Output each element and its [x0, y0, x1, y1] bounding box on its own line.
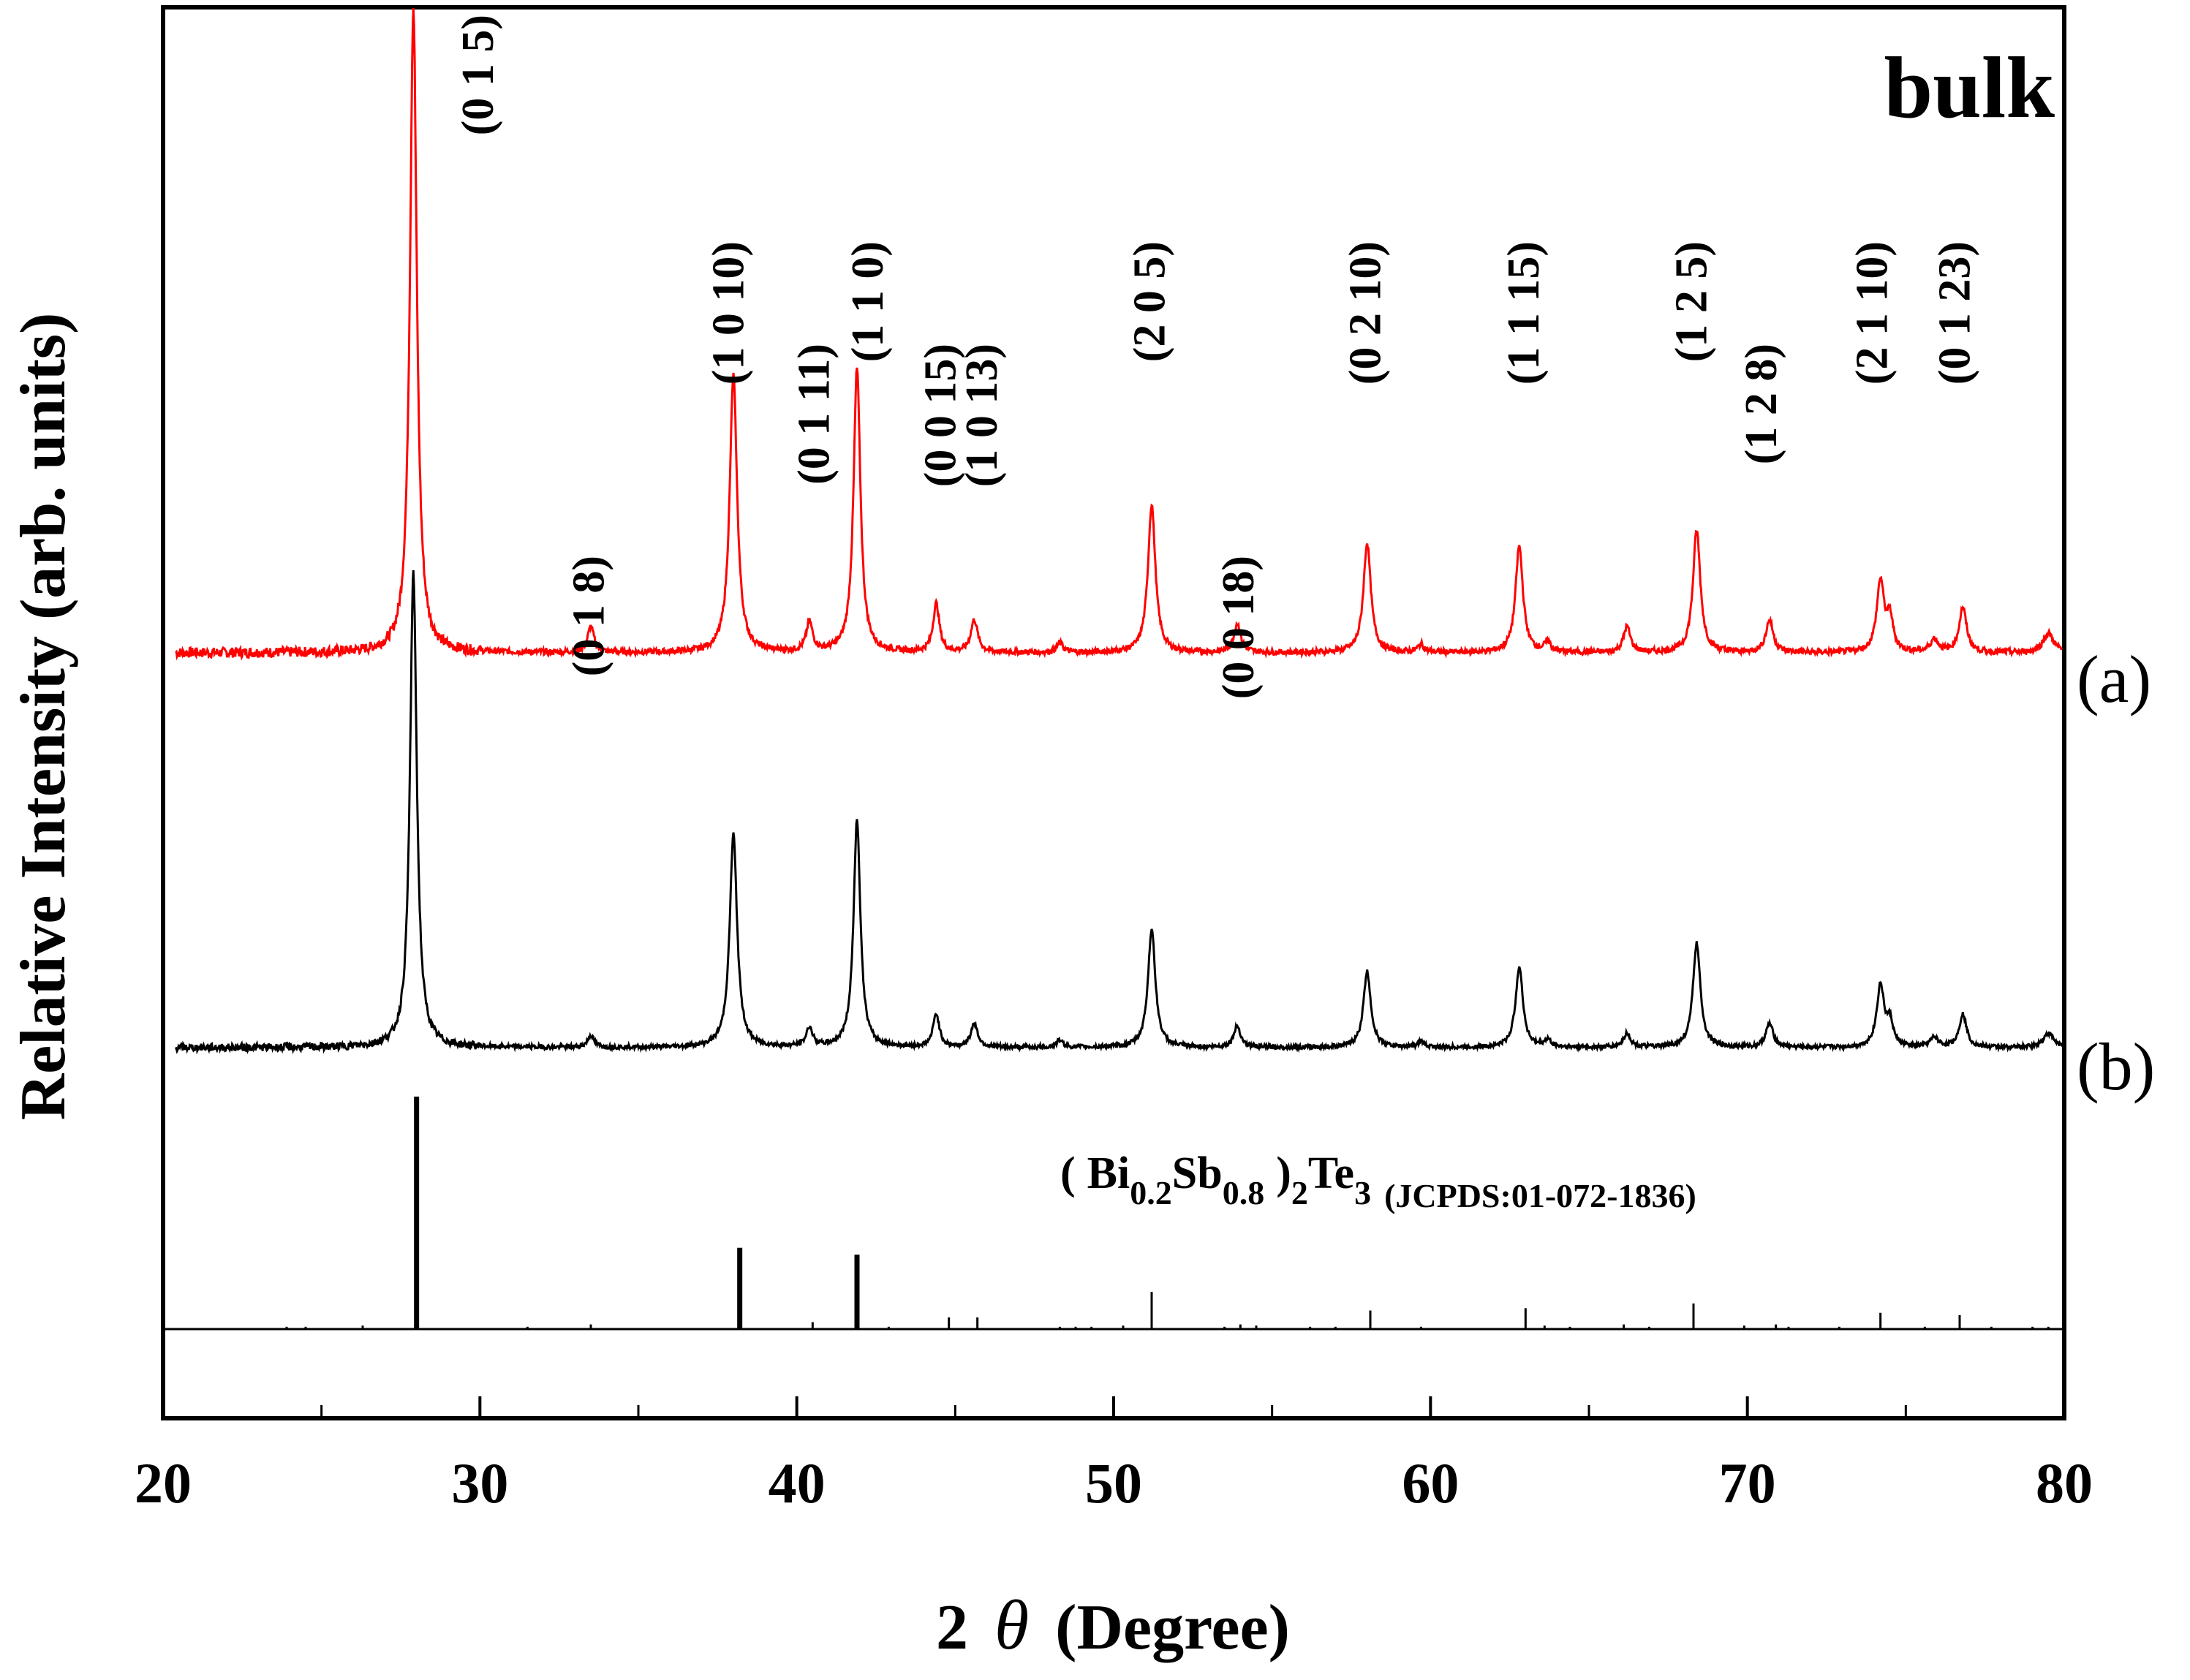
peak-label: (1 0 10)	[703, 241, 753, 385]
formula-sub-te: 3	[1354, 1174, 1371, 1211]
x-tick-label: 20	[135, 1451, 192, 1515]
x-tick-label: 70	[1719, 1451, 1776, 1515]
x-axis-title-prefix: 2	[936, 1592, 968, 1663]
formula-element-te: Te	[1308, 1149, 1354, 1198]
series-line-b	[174, 570, 2063, 1055]
x-tick-label: 60	[1402, 1451, 1459, 1515]
series-label-b: (b)	[2077, 1029, 2155, 1104]
formula-close-paren: )	[1276, 1149, 1291, 1198]
peak-label: (0 1 8)	[565, 556, 614, 676]
peak-label: (0 0 15)	[916, 344, 966, 487]
reference-sticks	[285, 1097, 2050, 1329]
peak-label: (1 2 8)	[1737, 344, 1786, 464]
formula-element-bi: Bi	[1087, 1149, 1130, 1198]
peak-label: (2 0 5)	[1125, 241, 1175, 362]
peak-label: (0 1 11)	[789, 344, 839, 485]
plot-frame	[161, 5, 2066, 1420]
x-tick-label: 40	[769, 1451, 826, 1515]
x-axis-title-unit: (Degree)	[1055, 1592, 1290, 1663]
series-group	[174, 8, 2063, 1055]
peak-label: (0 1 5)	[453, 15, 503, 135]
peak-label: (1 1 15)	[1499, 241, 1549, 385]
peak-label: (0 2 10)	[1340, 241, 1390, 385]
x-axis-ticks: 20 30 40 50 60 70 80	[135, 1396, 2093, 1515]
formula-element-sb: Sb	[1172, 1149, 1223, 1198]
reference-formula: (Bi0.2Sb0.8)2Te3 (JCPDS:01-072-1836)	[1060, 1149, 1696, 1214]
peak-label: (0 1 23)	[1930, 241, 1979, 385]
x-axis-title: 2 θ (Degree)	[936, 1586, 1290, 1664]
peak-labels: (0 1 5) (0 1 8) (1 0 10) (0 1 11)(1 1 0) (0 …	[453, 15, 1979, 699]
reference-card-id: (JCPDS:01-072-1836)	[1384, 1177, 1696, 1214]
y-axis-title: Relative Intensity (arb. units)	[8, 313, 79, 1121]
formula-sub-sb: 0.8	[1223, 1174, 1265, 1211]
x-tick-label: 50	[1085, 1451, 1142, 1515]
formula-sub-bi: 0.2	[1130, 1174, 1172, 1211]
x-tick-label: 80	[2036, 1451, 2093, 1515]
series-label-a: (a)	[2077, 642, 2151, 716]
peak-label: (2 1 10)	[1848, 241, 1898, 385]
peak-label: (0 0 18)	[1214, 556, 1264, 699]
formula-open-paren: (	[1060, 1149, 1076, 1198]
peak-label: (1 2 5)	[1667, 241, 1717, 362]
peak-label: (1 0 13)	[957, 344, 1007, 487]
formula-sub-paren: 2	[1291, 1174, 1308, 1211]
theta-symbol: θ	[994, 1586, 1029, 1664]
x-tick-label: 30	[451, 1451, 508, 1515]
series-line-a	[175, 8, 2063, 661]
sample-label: bulk	[1884, 39, 2055, 136]
peak-label: (1 1 0)	[843, 241, 893, 362]
